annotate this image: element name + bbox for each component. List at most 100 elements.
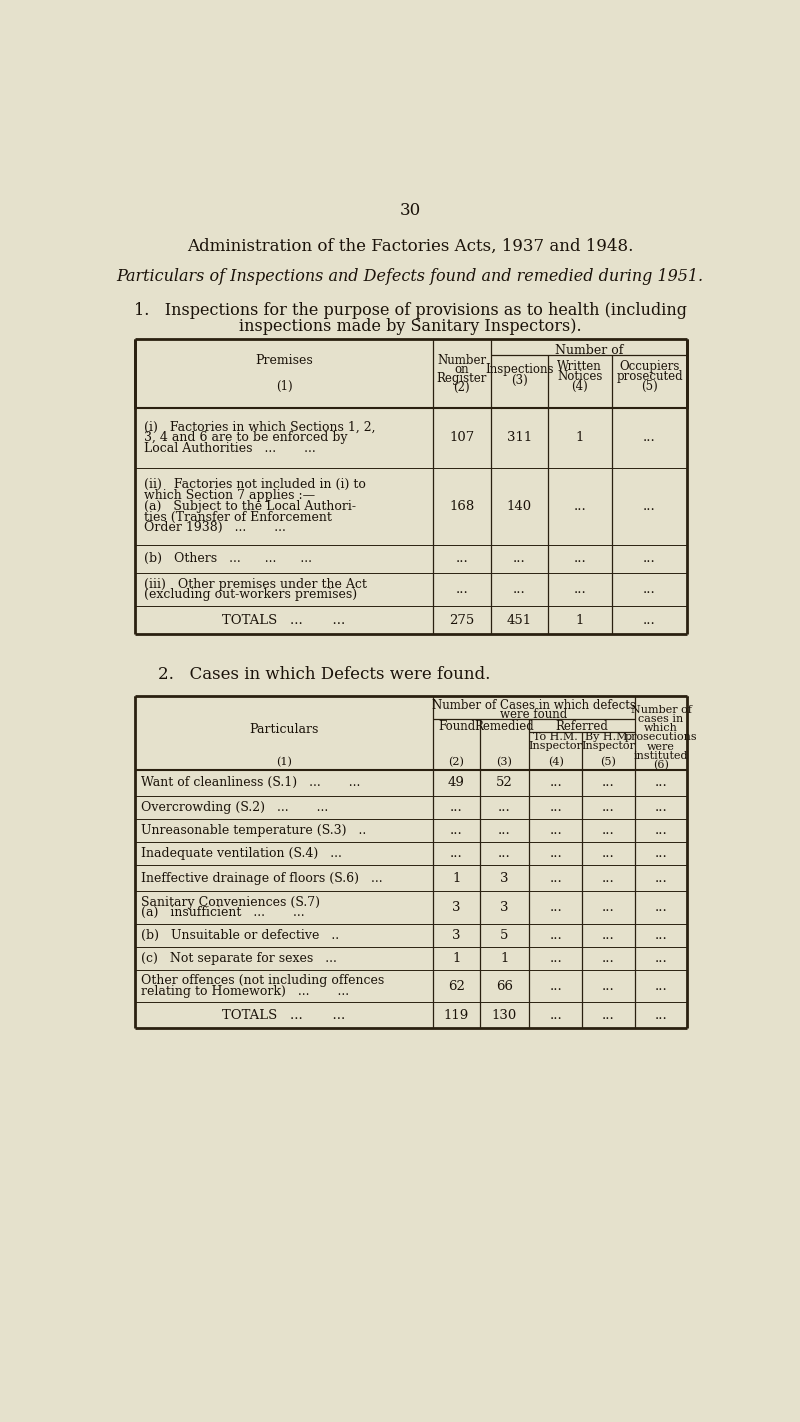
Text: ...: ... [550,823,562,838]
Text: ...: ... [654,1008,667,1022]
Text: on: on [454,363,470,375]
Text: ...: ... [654,801,667,813]
Text: Remedied: Remedied [474,720,534,734]
Text: 5: 5 [500,929,509,941]
Text: ...: ... [602,902,614,914]
Text: 3: 3 [452,902,461,914]
Text: ...: ... [574,501,586,513]
Text: By H.M.: By H.M. [586,732,631,742]
Text: (2): (2) [454,381,470,394]
Text: ...: ... [498,801,511,813]
Text: ...: ... [602,801,614,813]
Text: ...: ... [602,980,614,993]
Text: Particulars: Particulars [250,724,318,737]
Text: 275: 275 [450,614,474,627]
Text: ...: ... [602,823,614,838]
Text: (3): (3) [511,374,528,387]
Text: ...: ... [574,583,586,596]
Text: ...: ... [513,552,526,565]
Text: instituted: instituted [634,751,688,761]
Text: ...: ... [654,872,667,884]
Text: 3: 3 [500,872,509,884]
Text: 1: 1 [575,431,584,444]
Text: 3: 3 [500,902,509,914]
Text: 107: 107 [450,431,474,444]
Text: ...: ... [498,848,511,860]
Text: ...: ... [643,614,656,627]
Text: ...: ... [602,776,614,789]
Text: Register: Register [437,373,487,385]
Text: Inspector: Inspector [582,741,635,751]
Text: relating to Homework)   ...       ...: relating to Homework) ... ... [141,985,349,998]
Text: Overcrowding (S.2)   ...       ...: Overcrowding (S.2) ... ... [141,801,328,813]
Text: ...: ... [550,929,562,941]
Text: Written: Written [558,360,602,373]
Text: 119: 119 [444,1008,469,1022]
Text: Premises: Premises [255,354,313,367]
Text: Inspector: Inspector [529,741,582,751]
Text: Order 1938)   ...       ...: Order 1938) ... ... [144,522,286,535]
Text: (1): (1) [276,380,292,392]
Text: 62: 62 [448,980,465,993]
Text: (6): (6) [653,759,669,771]
Text: ...: ... [654,929,667,941]
Text: Particulars of Inspections and Defects found and remedied during 1951.: Particulars of Inspections and Defects f… [117,269,703,286]
Text: 1: 1 [500,951,509,966]
Text: ...: ... [550,902,562,914]
Text: which Section 7 applies :—: which Section 7 applies :— [144,489,315,502]
Text: ...: ... [550,801,562,813]
Text: 66: 66 [496,980,513,993]
Text: cases in: cases in [638,714,684,724]
Text: ...: ... [550,872,562,884]
Text: 49: 49 [448,776,465,789]
Text: 52: 52 [496,776,513,789]
Text: ...: ... [654,980,667,993]
Text: (5): (5) [641,380,658,392]
Text: ...: ... [643,583,656,596]
Text: ...: ... [550,951,562,966]
Text: (5): (5) [601,757,616,766]
Text: Number of Cases in which defects: Number of Cases in which defects [432,698,636,711]
Text: ...: ... [654,902,667,914]
Text: TOTALS   ...       ...: TOTALS ... ... [222,614,346,627]
Text: Occupiers: Occupiers [619,360,680,373]
Text: 168: 168 [450,501,474,513]
Text: (iii)   Other premises under the Act: (iii) Other premises under the Act [144,577,367,590]
Text: (ii)   Factories not included in (i) to: (ii) Factories not included in (i) to [144,478,366,491]
Text: Number of: Number of [555,344,623,357]
Text: Want of cleanliness (S.1)   ...       ...: Want of cleanliness (S.1) ... ... [141,776,361,789]
Text: ...: ... [602,848,614,860]
Text: (c)   Not separate for sexes   ...: (c) Not separate for sexes ... [141,951,337,966]
Text: ...: ... [654,823,667,838]
Text: which: which [644,724,678,734]
Text: ...: ... [654,776,667,789]
Text: ...: ... [643,552,656,565]
Text: Other offences (not including offences: Other offences (not including offences [141,974,384,987]
Text: Inspections: Inspections [485,363,554,375]
Text: 311: 311 [506,431,532,444]
Text: Unreasonable temperature (S.3)   ..: Unreasonable temperature (S.3) .. [141,823,366,838]
Text: ...: ... [450,823,463,838]
Text: Administration of the Factories Acts, 1937 and 1948.: Administration of the Factories Acts, 19… [187,237,633,255]
Text: (3): (3) [497,757,513,766]
Text: ...: ... [643,501,656,513]
Text: (b)   Others   ...      ...      ...: (b) Others ... ... ... [144,552,312,565]
Text: ...: ... [455,552,468,565]
Text: ...: ... [550,848,562,860]
Text: ties (Transfer of Enforcement: ties (Transfer of Enforcement [144,510,332,523]
Text: ...: ... [513,583,526,596]
Text: Referred: Referred [556,720,609,734]
Text: 1: 1 [452,951,461,966]
Text: 1: 1 [575,614,584,627]
Text: ...: ... [602,1008,614,1022]
Text: 1: 1 [452,872,461,884]
Text: prosecuted: prosecuted [616,370,682,383]
Text: (2): (2) [449,757,465,766]
Text: (4): (4) [571,380,588,392]
Text: TOTALS   ...       ...: TOTALS ... ... [222,1008,346,1022]
Text: 130: 130 [492,1008,517,1022]
Text: (1): (1) [276,757,292,766]
Text: (b)   Unsuitable or defective   ..: (b) Unsuitable or defective .. [141,929,339,941]
Text: prosecutions: prosecutions [625,732,698,742]
Text: Inadequate ventilation (S.4)   ...: Inadequate ventilation (S.4) ... [141,848,342,860]
